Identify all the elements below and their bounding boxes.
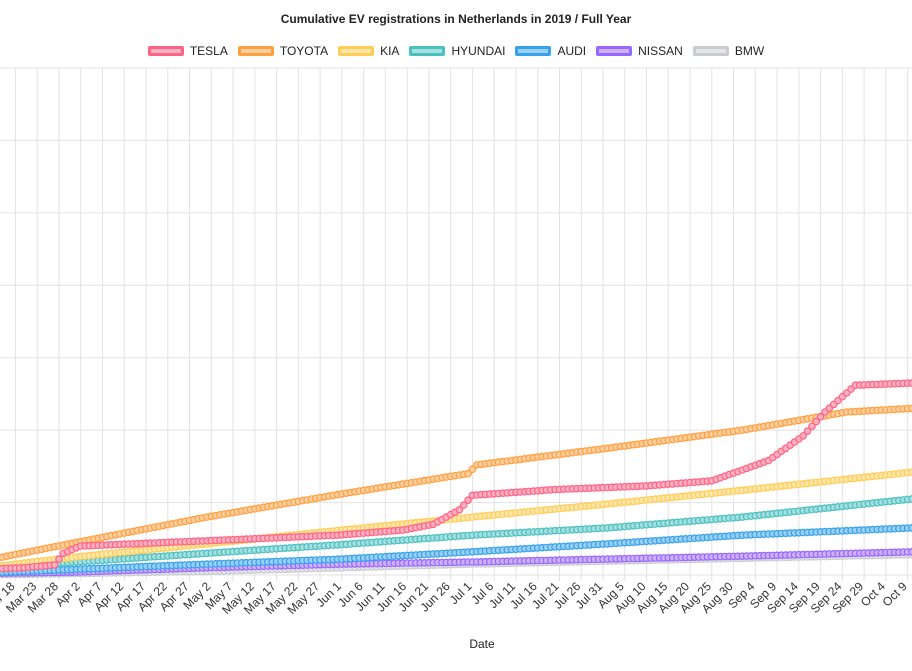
legend-item-tesla[interactable]: TESLA — [147, 44, 228, 58]
legend-item-audi[interactable]: AUDI — [515, 44, 586, 58]
x-tick-label: Oct 9 — [880, 579, 910, 609]
legend-label: KIA — [380, 44, 400, 58]
legend: TESLA TOYOTA KIA HYUNDAI AUDI NISSAN BMW — [0, 44, 912, 58]
data-point-tesla — [812, 417, 821, 426]
legend-label: TOYOTA — [279, 44, 329, 58]
chart-title: Cumulative EV registrations in Netherlan… — [280, 12, 632, 26]
legend-swatch — [147, 46, 184, 56]
data-point-tesla — [816, 412, 825, 421]
data-point-tesla — [55, 555, 63, 563]
x-axis-label: Date — [469, 637, 495, 651]
data-point-tesla — [803, 427, 812, 436]
legend-swatch — [515, 46, 552, 56]
data-point-tesla — [464, 496, 472, 505]
data-point-toyota — [468, 465, 477, 474]
legend-swatch — [338, 46, 375, 56]
legend-label: HYUNDAI — [451, 44, 506, 58]
legend-swatch — [409, 46, 446, 56]
legend-swatch — [237, 46, 274, 56]
legend-swatch — [692, 46, 729, 56]
data-point-tesla — [799, 432, 808, 440]
legend-item-toyota[interactable]: TOYOTA — [237, 44, 329, 58]
legend-item-nissan[interactable]: NISSAN — [596, 44, 683, 58]
legend-label: BMW — [734, 44, 765, 58]
legend-label: AUDI — [557, 44, 587, 58]
data-point-tesla — [50, 561, 59, 569]
legend-item-hyundai[interactable]: HYUNDAI — [409, 44, 505, 58]
x-tick-label: Jul 1 — [447, 579, 475, 607]
data-point-tesla — [455, 505, 464, 514]
data-point-tesla — [808, 422, 816, 431]
legend-label: TESLA — [189, 44, 228, 58]
data-point-toyota — [464, 469, 472, 478]
legend-label: NISSAN — [638, 44, 683, 58]
legend-item-bmw[interactable]: BMW — [692, 44, 765, 58]
data-point-tesla — [459, 501, 468, 509]
legend-swatch — [596, 46, 633, 56]
legend-item-kia[interactable]: KIA — [338, 44, 399, 58]
